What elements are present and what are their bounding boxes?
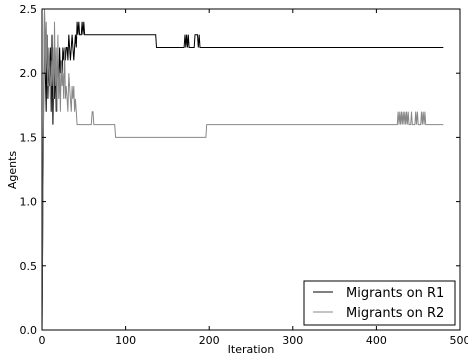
- legend-label-r1: Migrants on R1: [346, 286, 444, 301]
- tick-layer: 0 100 200 300 400 500 0.0 0.5 1.0 1.5 2.0 2.5: [20, 3, 468, 347]
- plot-frame: [41, 8, 461, 331]
- y-tick-label: 0.5: [20, 260, 38, 273]
- y-tick-label: 1.5: [20, 131, 38, 144]
- x-tick-label: 300: [282, 334, 303, 347]
- series-line-1: [41, 8, 444, 331]
- legend: Migrants on R1 Migrants on R2: [303, 280, 456, 326]
- x-tick-label: 500: [450, 334, 468, 347]
- plot-area: [42, 9, 460, 330]
- x-tick-label: 100: [115, 334, 136, 347]
- legend-label-r2: Migrants on R2: [346, 306, 444, 321]
- y-tick-label: 0.0: [20, 324, 38, 337]
- x-tick-label: 0: [39, 334, 46, 347]
- x-axis-label: Iteration: [228, 343, 275, 356]
- x-tick-label: 200: [199, 334, 220, 347]
- series-layer: [41, 8, 444, 331]
- y-axis-label: Agents: [6, 151, 19, 190]
- y-tick-label: 2.0: [20, 67, 38, 80]
- y-tick-label: 2.5: [20, 3, 38, 16]
- series-line-2: [41, 8, 444, 331]
- x-tick-label: 400: [366, 334, 387, 347]
- y-tick-label: 1.0: [20, 196, 38, 209]
- legend-box: [303, 280, 456, 326]
